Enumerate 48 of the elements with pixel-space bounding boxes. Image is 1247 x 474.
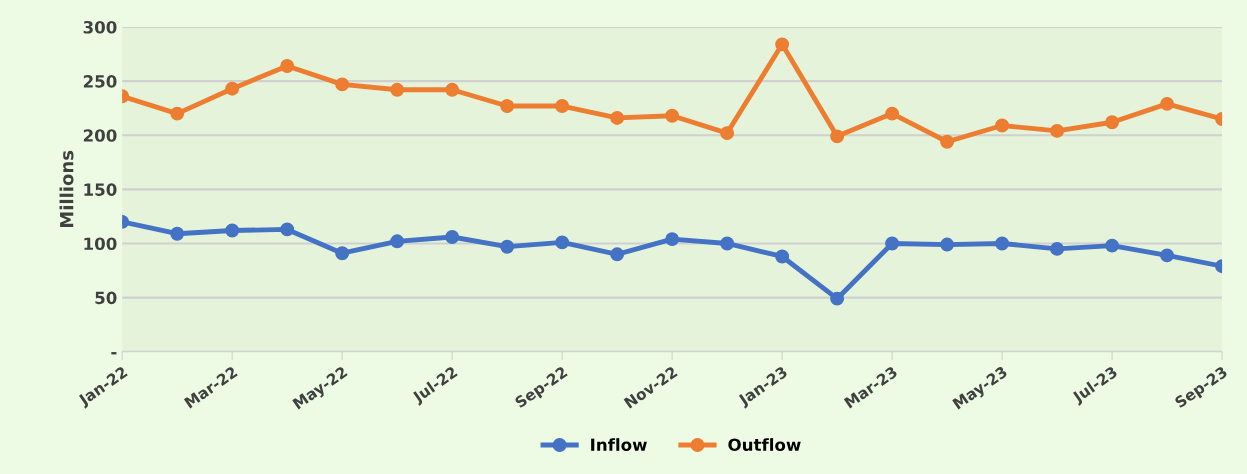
y-tick-label: 50 [95, 291, 117, 305]
point [885, 106, 900, 121]
point [775, 37, 790, 52]
y-tick-label: 150 [84, 183, 117, 196]
point [995, 236, 1010, 251]
point [940, 237, 955, 252]
point [1105, 238, 1120, 253]
point [775, 249, 790, 264]
point [1105, 115, 1120, 130]
point [610, 110, 625, 125]
point [280, 222, 295, 237]
point [390, 234, 405, 249]
point [995, 118, 1010, 133]
point [500, 99, 515, 113]
y-tick-label: 250 [83, 75, 117, 88]
point [335, 77, 350, 92]
point [1050, 123, 1065, 138]
point [280, 59, 295, 73]
point [1160, 248, 1175, 263]
y-axis-title: Millions [59, 150, 74, 228]
point [555, 235, 570, 250]
point [610, 247, 625, 262]
point [720, 236, 735, 251]
point [170, 226, 185, 241]
point [1160, 96, 1175, 111]
point [665, 232, 680, 247]
y-tick-label: 300 [83, 20, 117, 34]
point [445, 230, 460, 244]
y-tick-label: - [111, 352, 117, 355]
point [335, 246, 350, 261]
point [830, 291, 845, 306]
point [940, 134, 955, 149]
y-tick-label: 100 [84, 237, 117, 251]
point [500, 239, 515, 254]
point [1050, 241, 1065, 256]
point [445, 82, 460, 97]
point [225, 81, 240, 96]
point [170, 106, 185, 121]
y-tick-label: 200 [83, 129, 117, 142]
point [555, 99, 570, 113]
point [885, 236, 900, 251]
legend-label: Outflow [728, 438, 801, 452]
point [225, 223, 240, 238]
point [830, 129, 845, 144]
legend-label: Inflow [591, 438, 647, 452]
point [720, 126, 735, 141]
point [390, 82, 405, 97]
point [665, 108, 680, 123]
